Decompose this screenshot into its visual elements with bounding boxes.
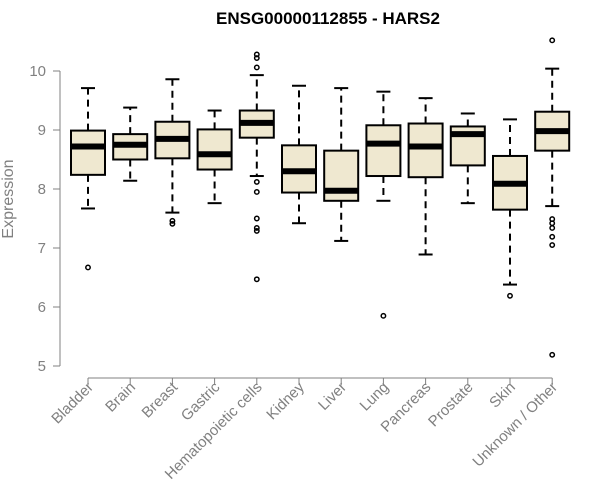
box-kidney bbox=[281, 84, 317, 225]
category-label: Kidney bbox=[263, 378, 308, 423]
category-label: Lung bbox=[357, 379, 393, 415]
outlier-point bbox=[169, 220, 176, 227]
box-iqr bbox=[407, 122, 444, 179]
box-lung bbox=[365, 90, 402, 319]
outlier-point bbox=[253, 55, 260, 61]
box-prostate bbox=[449, 112, 486, 205]
box-breast bbox=[154, 78, 191, 227]
outlier-point bbox=[549, 37, 556, 44]
box-brain bbox=[112, 106, 149, 182]
outlier-point bbox=[253, 215, 260, 222]
category-label: Breast bbox=[139, 378, 182, 421]
chart-title: ENSG00000112855 - HARS2 bbox=[216, 9, 440, 28]
y-tick-label: 6 bbox=[38, 299, 46, 316]
y-tick-label: 10 bbox=[29, 63, 46, 80]
outlier-point bbox=[507, 292, 513, 299]
outlier-point bbox=[549, 242, 556, 249]
outlier-point bbox=[253, 227, 260, 234]
outlier-point bbox=[169, 217, 176, 224]
outlier-point bbox=[253, 178, 260, 185]
box-iqr bbox=[365, 124, 402, 178]
category-label: Skin bbox=[486, 379, 519, 412]
category-label: Bladder bbox=[48, 379, 97, 428]
boxes bbox=[70, 37, 571, 358]
outlier-point bbox=[253, 51, 260, 58]
box-iqr bbox=[196, 128, 233, 171]
category-label: Liver bbox=[315, 379, 350, 414]
outlier-point bbox=[253, 224, 260, 231]
box-hematopoietic-cells bbox=[238, 51, 275, 283]
outlier-point bbox=[253, 276, 260, 283]
outlier-point bbox=[85, 264, 91, 271]
outlier-point bbox=[549, 233, 556, 240]
y-tick-label: 7 bbox=[38, 240, 46, 257]
box-pancreas bbox=[407, 97, 444, 256]
outlier-point bbox=[380, 312, 387, 319]
box-bladder bbox=[70, 87, 106, 271]
box-liver bbox=[323, 87, 360, 242]
box-gastric bbox=[196, 109, 233, 205]
outlier-point bbox=[253, 189, 260, 195]
box-skin bbox=[492, 118, 528, 299]
y-axis-label: Expression bbox=[0, 159, 17, 238]
outlier-point bbox=[549, 224, 556, 231]
box-unknown-other bbox=[534, 37, 571, 358]
category-label: Brain bbox=[102, 379, 139, 416]
y-tick-label: 5 bbox=[38, 358, 46, 375]
box-iqr bbox=[70, 129, 106, 176]
outlier-point bbox=[549, 351, 556, 358]
y-tick-label: 9 bbox=[38, 122, 46, 139]
outlier-point bbox=[549, 220, 556, 227]
category-label: Prostate bbox=[425, 379, 477, 431]
y-tick-label: 8 bbox=[38, 181, 46, 198]
x-axis-ticks bbox=[87, 378, 553, 385]
outlier-point bbox=[253, 64, 260, 71]
y-axis-ticks: 5 6 7 8 9 10 bbox=[29, 63, 60, 375]
